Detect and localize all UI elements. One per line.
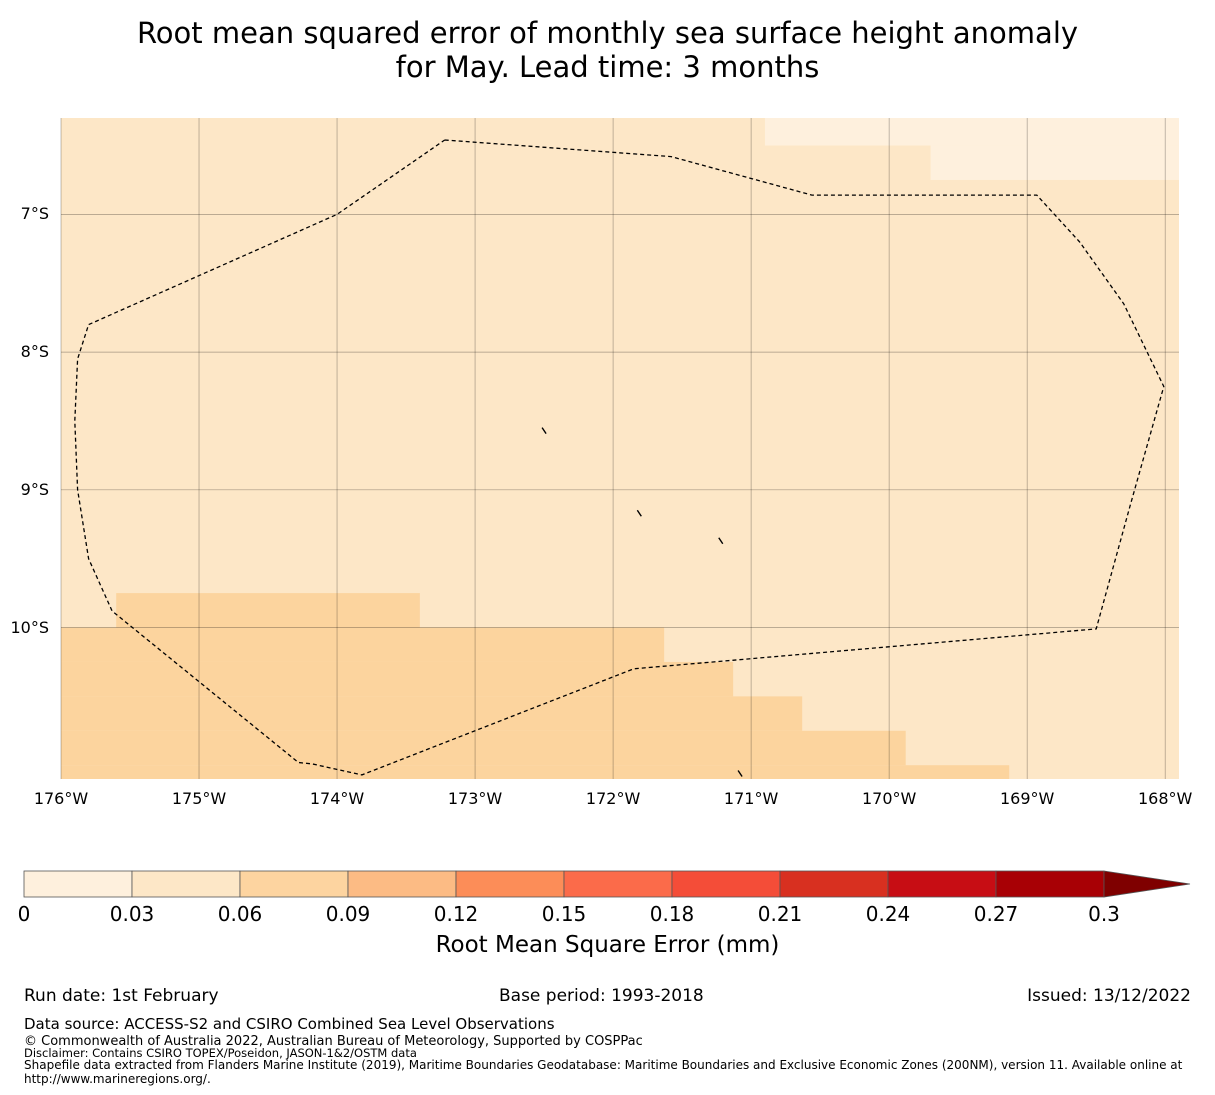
island-nukunonu	[636, 509, 642, 517]
x-tick-label: 169°W	[999, 789, 1055, 808]
island-swains	[737, 770, 743, 777]
shapefile-url: http://www.marineregions.org/.	[24, 1072, 211, 1086]
colorbar-segment	[671, 870, 781, 898]
colorbar-tick-label: 0.18	[649, 902, 695, 926]
colorbar-tick-label: 0.3	[1088, 902, 1120, 926]
colorbar-tick-label: 0	[17, 902, 31, 926]
colorbar-segment	[563, 870, 673, 898]
colorbar-segment	[131, 870, 241, 898]
y-tick-label: 9°S	[20, 479, 49, 499]
colorbar-extend-arrow	[1103, 870, 1191, 898]
base-period: Base period: 1993-2018	[499, 986, 704, 1006]
colorbar-tick-label: 0.03	[109, 902, 155, 926]
eez-boundary	[74, 139, 1165, 776]
colorbar-tick-label: 0.06	[217, 902, 263, 926]
colorbar-tick-label: 0.27	[973, 902, 1019, 926]
rmse-cell	[116, 593, 420, 628]
copyright: © Commonwealth of Australia 2022, Austra…	[24, 1034, 643, 1049]
map-title-line1: Root mean squared error of monthly sea s…	[136, 16, 1079, 50]
colorbar-segment	[239, 870, 349, 898]
disclaimer: Disclaimer: Contains CSIRO TOPEX/Poseido…	[24, 1046, 417, 1060]
colorbar-tick-label: 0.09	[325, 902, 371, 926]
island-atafu	[541, 427, 547, 434]
rmse-cell	[61, 696, 803, 731]
issued-date: Issued: 13/12/2022	[1027, 986, 1191, 1006]
island-fakaofo	[718, 537, 724, 545]
colorbar-title: Root Mean Square Error (mm)	[435, 932, 780, 958]
data-source: Data source: ACCESS-S2 and CSIRO Combine…	[24, 1015, 555, 1033]
rmse-cell	[61, 730, 906, 766]
x-tick-label: 176°W	[33, 789, 89, 808]
colorbar-segment	[779, 870, 889, 898]
map-plot	[60, 118, 1179, 779]
y-tick-label: 10°S	[10, 617, 49, 637]
x-tick-label: 174°W	[309, 789, 365, 808]
rmse-cell	[930, 145, 1179, 180]
rmse-cell	[764, 118, 1179, 146]
x-tick-label: 171°W	[723, 789, 779, 808]
y-tick-label: 8°S	[20, 342, 49, 362]
colorbar-tick-label: 0.24	[865, 902, 911, 926]
x-tick-label: 170°W	[861, 789, 917, 808]
run-date: Run date: 1st February	[24, 986, 219, 1006]
map-title-line2: for May. Lead time: 3 months	[395, 50, 820, 84]
rmse-cell	[61, 765, 1010, 779]
rmse-cell	[61, 661, 734, 697]
colorbar-segment	[455, 870, 565, 898]
colorbar-segment	[995, 870, 1105, 898]
y-tick-label: 7°S	[20, 204, 49, 224]
x-tick-label: 173°W	[447, 789, 503, 808]
x-tick-label: 175°W	[171, 789, 227, 808]
colorbar-tick-label: 0.21	[757, 902, 803, 926]
colorbar-tick-label: 0.12	[433, 902, 479, 926]
colorbar-segment	[887, 870, 997, 898]
x-tick-label: 168°W	[1138, 789, 1193, 808]
shapefile-credit: Shapefile data extracted from Flanders M…	[24, 1058, 1183, 1072]
x-tick-label: 172°W	[585, 789, 641, 808]
colorbar-segment	[347, 870, 457, 898]
colorbar-tick-label: 0.15	[541, 902, 587, 926]
rmse-cell	[61, 627, 665, 662]
colorbar-segment	[23, 870, 133, 898]
